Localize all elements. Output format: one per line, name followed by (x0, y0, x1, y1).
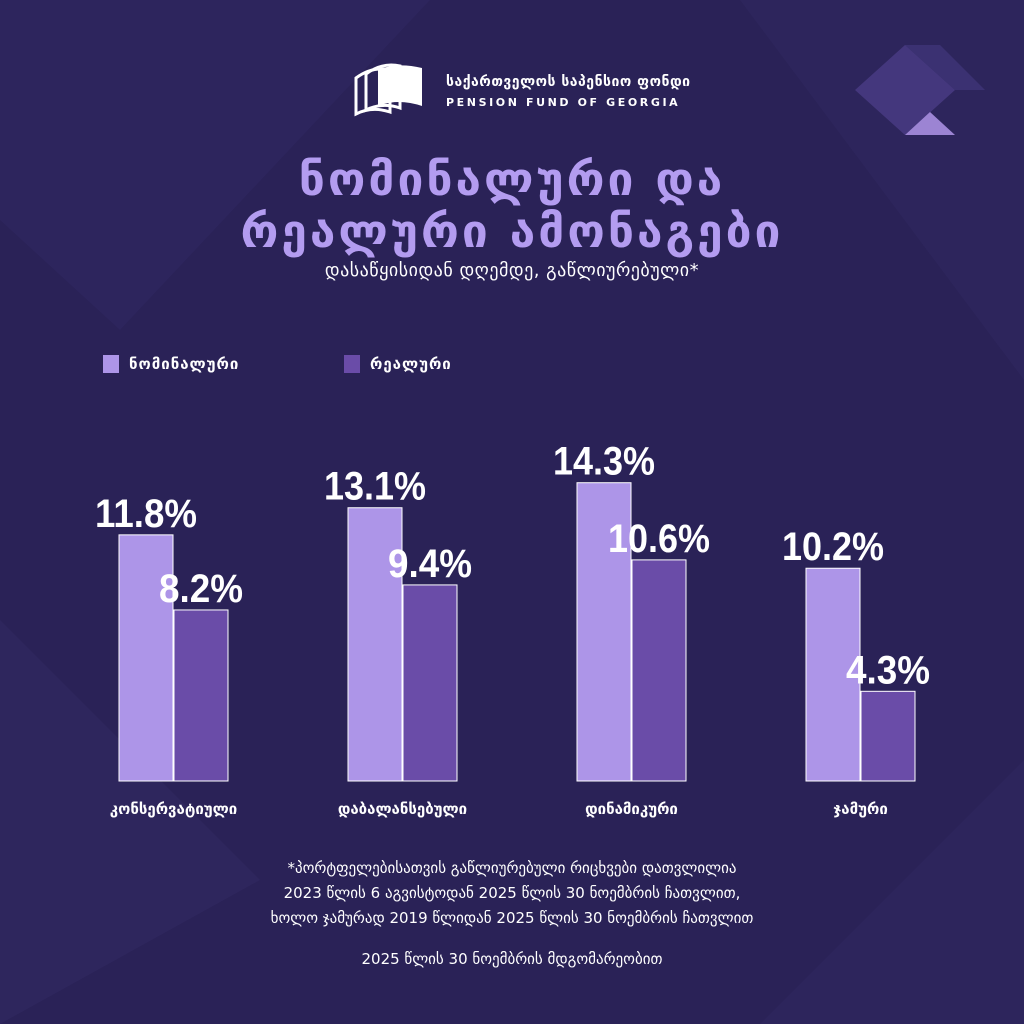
brand-name-georgian: საქართველოს საპენსიო ფონდი (446, 74, 691, 90)
data-label-real-2: 9.4% (388, 542, 472, 586)
category-label-3: დინამიკური (585, 800, 678, 818)
as-of-date: 2025 წლის 30 ნოემბრის მდგომარეობით (361, 950, 663, 968)
brand-name-english: PENSION FUND OF GEORGIA (446, 96, 681, 109)
page-title-line-1: ნომინალური და (298, 152, 726, 206)
bar-nominal-3 (576, 482, 632, 782)
pension-fund-logo-icon (354, 63, 422, 117)
data-label-real-1: 8.2% (159, 567, 243, 611)
data-label-nominal-4: 10.2% (782, 525, 884, 569)
legend-swatch-real (344, 355, 360, 373)
page-subtitle: დასაწყისიდან დღემდე, გაწლიურებული* (324, 260, 700, 281)
bar-real-4 (860, 690, 916, 782)
bar-nominal-1 (118, 534, 174, 782)
legend-swatch-nominal (103, 355, 119, 373)
bar-real-3 (631, 559, 687, 782)
footnote: *პორტფელებისათვის გაწლიურებული რიცხვები … (0, 856, 1024, 931)
data-label-real-3: 10.6% (608, 517, 710, 561)
bar-real-2 (402, 584, 458, 782)
legend-label-real: რეალური (370, 355, 452, 373)
data-label-real-4: 4.3% (846, 648, 930, 692)
legend-item-nominal: ნომინალური (103, 352, 239, 376)
footnote-line-2: 2023 წლის 6 აგვისტოდან 2025 წლის 30 ნოემ… (283, 884, 741, 902)
bar-nominal-4 (805, 567, 861, 782)
bar-nominal-2 (347, 507, 403, 782)
data-label-nominal-3: 14.3% (553, 440, 655, 484)
category-label-4: ჯამური (833, 800, 888, 818)
category-label-2: დაბალანსებული (338, 800, 467, 818)
data-label-nominal-2: 13.1% (324, 465, 426, 509)
brand-logo: საქართველოს საპენსიო ფონდი PENSION FUND … (352, 62, 690, 122)
footnote-line-3: ხოლო ჯამურად 2019 წლიდან 2025 წლის 30 ნო… (270, 909, 754, 927)
category-label-1: კონსერვატიული (110, 800, 237, 818)
data-label-nominal-1: 11.8% (95, 492, 197, 536)
page-title-line-2: რეალური ამონაგები (240, 204, 784, 258)
bar-real-1 (173, 609, 229, 782)
footnote-line-1: *პორტფელებისათვის გაწლიურებული რიცხვები … (287, 859, 737, 877)
legend-label-nominal: ნომინალური (129, 355, 240, 373)
legend-item-real: რეალური (344, 352, 452, 376)
